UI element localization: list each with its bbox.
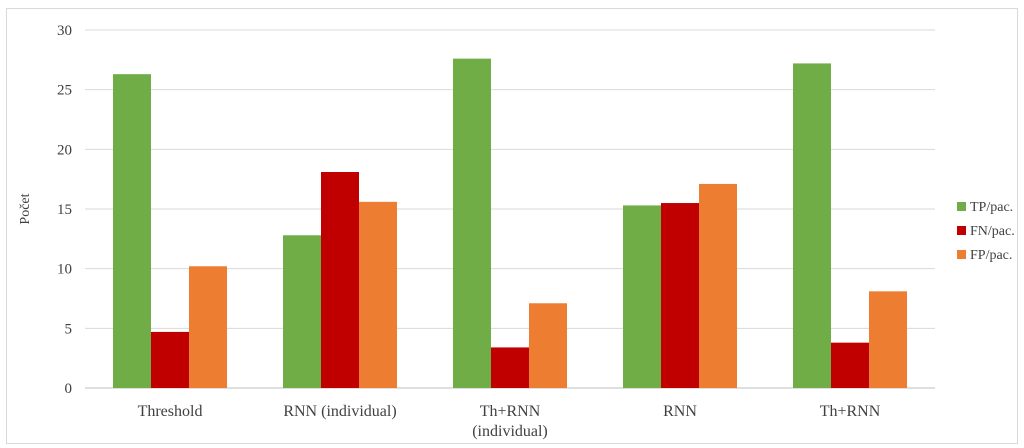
y-tick-label: 30 [57,23,72,39]
legend-swatch [957,250,966,259]
y-axis-title: Počet [18,193,33,224]
bar-fppac-2 [529,303,567,388]
bars [113,58,907,389]
x-tick-label: (individual) [472,423,548,440]
labels: 0 5 10 15 20 25 30 Threshold RNN (individual) Th+… [57,23,881,440]
y-tick-label: 5 [65,321,73,337]
legend: TP/pac. FN/pac. FP/pac. [957,200,1015,263]
x-tick-label: Threshold [138,403,203,420]
bar-fnpac-2 [491,347,529,388]
bar-fnpac-4 [831,342,869,388]
x-tick-label: RNN [663,403,697,420]
y-tick-label: 25 [57,83,72,99]
bar-fppac-3 [699,183,737,388]
legend-swatch [957,226,966,235]
bar-fppac-4 [869,291,907,388]
x-tick-label: Th+RNN [480,403,541,420]
x-tick-label: Th+RNN [820,403,881,420]
bar-fppac-1 [359,201,397,388]
legend-label: FN/pac. [970,224,1015,239]
bar-chart: 0 5 10 15 20 25 30 Threshold RNN (individual) Th+… [18,23,1015,440]
y-tick-label: 10 [57,262,72,278]
y-tick-label: 15 [57,202,72,218]
bar-tppac-4 [793,63,831,389]
bar-fnpac-3 [661,203,699,388]
legend-swatch [957,202,966,211]
legend-label: TP/pac. [970,200,1013,215]
bar-tppac-0 [113,74,151,389]
x-tick-label: RNN (individual) [283,403,396,420]
chart-frame: 0 5 10 15 20 25 30 Threshold RNN (individual) Th+… [6,8,1018,444]
y-tick-label: 0 [65,381,73,397]
bar-tppac-1 [283,235,321,388]
bar-tppac-2 [453,58,491,388]
bar-tppac-3 [623,205,661,388]
bar-fppac-0 [189,266,227,388]
legend-label: FP/pac. [970,248,1012,263]
bar-fnpac-1 [321,172,359,388]
y-tick-label: 20 [57,142,72,158]
bar-fnpac-0 [151,331,189,388]
